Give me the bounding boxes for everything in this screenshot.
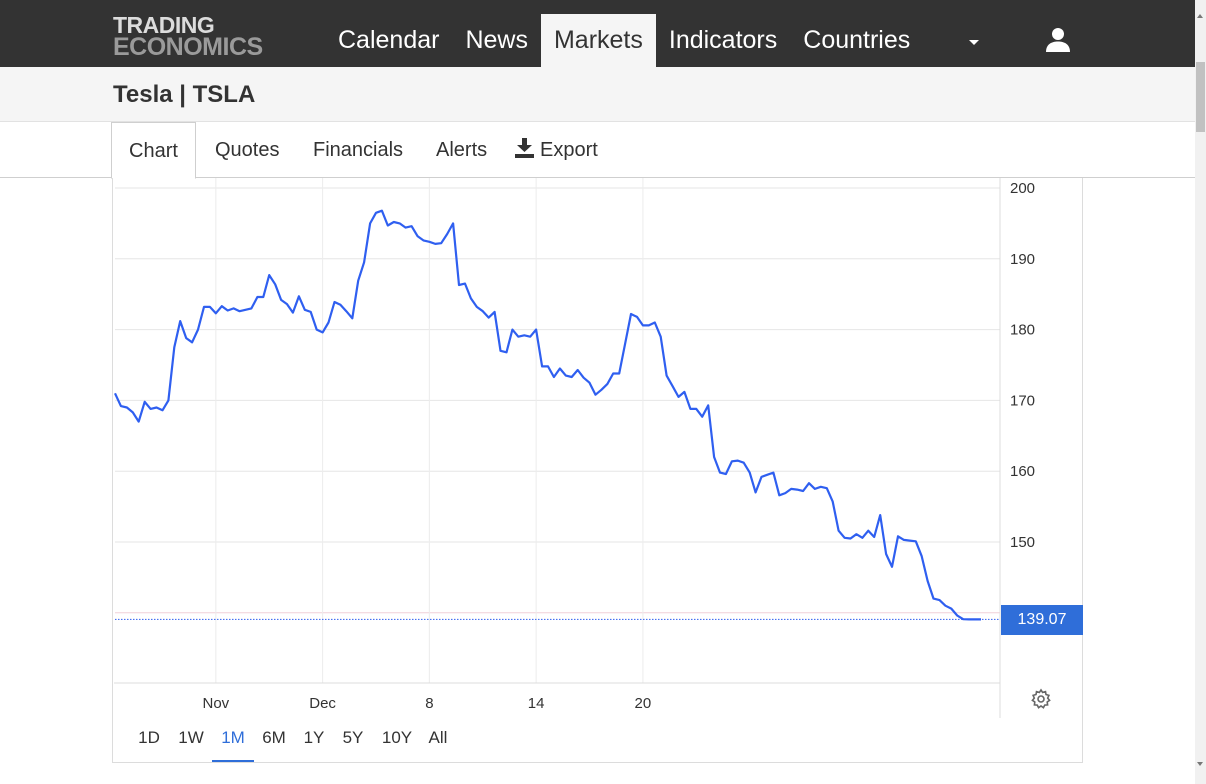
title-band: Tesla | TSLA bbox=[0, 67, 1195, 122]
page-title: Tesla | TSLA bbox=[113, 81, 256, 108]
tab-alerts[interactable]: Alerts bbox=[436, 139, 488, 161]
logo-line-2: ECONOMICS bbox=[113, 33, 263, 61]
nav-news[interactable]: News bbox=[465, 26, 528, 54]
y-tick-label: 170 bbox=[1010, 392, 1035, 409]
y-tick-label: 160 bbox=[1010, 463, 1035, 480]
x-tick-label: Dec bbox=[309, 695, 336, 712]
user-icon[interactable] bbox=[1044, 26, 1072, 54]
scroll-down-arrow-icon[interactable] bbox=[1197, 762, 1203, 766]
main-nav: Calendar News Markets Indicators Countri… bbox=[325, 14, 923, 67]
y-axis-labels: 150 160 170 180 190 200 bbox=[1010, 180, 1035, 551]
y-tick-label: 150 bbox=[1010, 534, 1035, 551]
range-5y[interactable]: 5Y bbox=[342, 728, 364, 747]
x-tick-label: 14 bbox=[528, 695, 545, 712]
export-label: Export bbox=[540, 139, 598, 161]
scroll-up-arrow-icon[interactable] bbox=[1197, 14, 1203, 18]
series-line-tsla bbox=[114, 209, 981, 621]
range-6m[interactable]: 6M bbox=[262, 728, 286, 747]
range-1w[interactable]: 1W bbox=[178, 728, 204, 747]
x-tick-label: 8 bbox=[425, 695, 433, 712]
range-10y[interactable]: 10Y bbox=[381, 728, 413, 747]
range-1d[interactable]: 1D bbox=[138, 728, 160, 747]
nav-calendar[interactable]: Calendar bbox=[338, 26, 440, 54]
chart-panel: 150 160 170 180 190 200 Nov Dec 8 14 20 139.07 1D… bbox=[112, 178, 1083, 763]
range-all[interactable]: All bbox=[428, 728, 448, 747]
scroll-thumb[interactable] bbox=[1196, 62, 1205, 132]
tab-chart[interactable]: Chart bbox=[111, 122, 196, 179]
range-1y[interactable]: 1Y bbox=[303, 728, 325, 747]
top-navbar: TRADING ECONOMICS Calendar News Markets … bbox=[0, 0, 1195, 67]
last-price-badge: 139.07 bbox=[1001, 605, 1083, 635]
download-icon bbox=[515, 138, 534, 158]
price-chart[interactable]: 150 160 170 180 190 200 Nov Dec 8 14 20 bbox=[113, 178, 1084, 718]
x-axis-labels: Nov Dec 8 14 20 bbox=[202, 695, 651, 712]
range-1m[interactable]: 1M bbox=[212, 718, 254, 762]
x-tick-label: Nov bbox=[202, 695, 229, 712]
chart-tabs: Chart Quotes Financials Alerts Export bbox=[0, 122, 1195, 179]
y-tick-label: 190 bbox=[1010, 251, 1035, 268]
tab-export[interactable]: Export bbox=[515, 122, 598, 178]
tab-financials[interactable]: Financials bbox=[313, 139, 404, 161]
gear-icon[interactable] bbox=[1030, 688, 1052, 710]
more-dropdown-caret-icon[interactable] bbox=[962, 14, 986, 67]
y-tick-label: 180 bbox=[1010, 322, 1035, 339]
chart-grid bbox=[114, 178, 1001, 718]
tab-quotes[interactable]: Quotes bbox=[215, 139, 280, 161]
y-tick-label: 200 bbox=[1010, 180, 1035, 197]
nav-markets[interactable]: Markets bbox=[540, 14, 656, 67]
logo-line-1: TRADING bbox=[113, 12, 215, 38]
x-tick-label: 20 bbox=[635, 695, 652, 712]
nav-countries[interactable]: Countries bbox=[803, 26, 911, 54]
vertical-scrollbar[interactable] bbox=[1195, 0, 1206, 784]
trading-economics-logo[interactable]: TRADING ECONOMICS bbox=[113, 14, 288, 60]
nav-indicators[interactable]: Indicators bbox=[668, 26, 778, 54]
